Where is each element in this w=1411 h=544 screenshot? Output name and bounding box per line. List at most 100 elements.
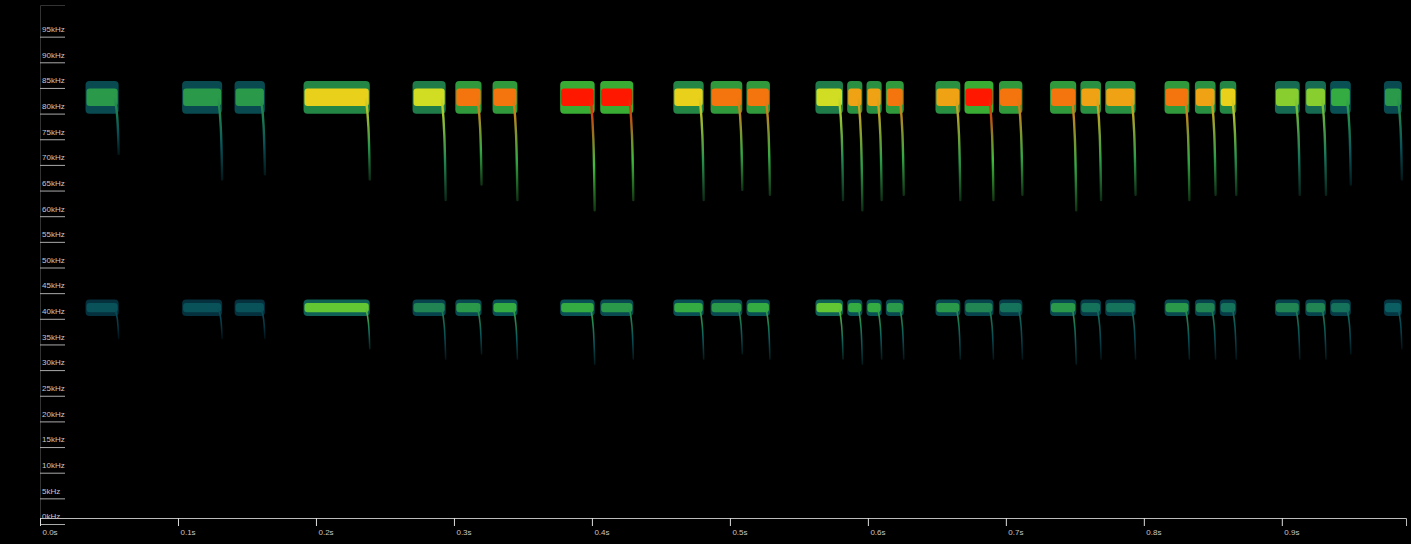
call-frequency-sweep <box>366 308 370 349</box>
call-constant-frequency <box>816 303 842 312</box>
call-constant-frequency <box>414 303 445 312</box>
call <box>866 81 881 200</box>
y-tick-label: 25kHz <box>42 384 65 393</box>
call <box>964 81 993 200</box>
spectrogram-chart: 0kHz5kHz10kHz15kHz20kHz25kHz30kHz35kHz40… <box>0 0 1411 544</box>
call <box>455 81 481 185</box>
call-frequency-sweep <box>738 308 742 354</box>
call <box>1105 299 1135 359</box>
call-frequency-sweep <box>1296 97 1300 194</box>
call-frequency-sweep <box>261 97 265 174</box>
call-frequency-sweep <box>591 308 595 364</box>
call <box>1220 81 1237 195</box>
x-tick-label: 0.3s <box>456 528 471 537</box>
call-constant-frequency <box>674 89 702 106</box>
call-constant-frequency <box>183 303 221 312</box>
y-axis-line <box>41 6 66 519</box>
x-tick: 0.9s <box>1282 518 1299 537</box>
call-frequency-sweep <box>839 97 843 200</box>
call <box>847 299 862 364</box>
call-frequency-sweep <box>1072 97 1076 210</box>
call <box>1050 299 1076 364</box>
y-tick-label: 85kHz <box>42 76 65 85</box>
call-constant-frequency <box>561 89 593 106</box>
call-frequency-sweep <box>1232 308 1236 359</box>
call-constant-frequency <box>965 303 992 312</box>
call-frequency-sweep <box>1212 97 1216 194</box>
call <box>560 299 594 364</box>
y-tick: 20kHz <box>40 410 65 422</box>
background <box>0 0 1411 544</box>
x-tick-label: 0.1s <box>180 528 195 537</box>
call <box>86 81 119 154</box>
y-tick: 40kHz <box>40 307 65 319</box>
call-frequency-sweep <box>900 308 904 359</box>
y-tick: 75kHz <box>40 128 65 140</box>
call-constant-frequency <box>414 89 445 106</box>
y-tick-underline <box>40 114 65 115</box>
y-tick-label: 95kHz <box>42 25 65 34</box>
call-frequency-sweep <box>989 97 993 200</box>
y-tick-underline <box>40 88 65 89</box>
y-tick-label: 40kHz <box>42 307 65 316</box>
call-glow <box>600 299 633 315</box>
y-tick-underline <box>40 293 65 294</box>
y-tick: 60kHz <box>40 205 65 217</box>
call <box>815 299 843 359</box>
y-tick-underline <box>40 191 65 192</box>
call-frequency-sweep <box>513 97 517 200</box>
call-constant-frequency <box>1106 303 1134 312</box>
call <box>304 299 370 348</box>
call-frequency-sweep <box>1212 308 1216 359</box>
call <box>866 299 881 359</box>
y-tick-label: 35kHz <box>42 333 65 342</box>
call-frequency-sweep <box>478 97 482 184</box>
call <box>815 81 843 200</box>
x-tick: 0.0s <box>41 518 58 537</box>
call <box>1195 299 1216 359</box>
y-tick: 15kHz <box>40 435 65 447</box>
call-glow <box>304 81 370 114</box>
call <box>493 81 518 200</box>
call <box>1165 299 1190 359</box>
call-frequency-sweep <box>878 97 882 200</box>
x-tick: 0.6s <box>868 518 885 537</box>
y-tick: 95kHz <box>40 25 65 37</box>
x-tick-mark <box>1006 518 1007 526</box>
x-tick-label: 0.8s <box>1146 528 1161 537</box>
call <box>1105 81 1135 195</box>
y-tick-underline <box>40 473 65 474</box>
call-frequency-sweep <box>766 97 770 194</box>
call-constant-frequency <box>712 303 742 312</box>
call-frequency-sweep <box>442 308 446 359</box>
call-frequency-sweep <box>989 308 993 359</box>
y-tick-underline <box>40 370 65 371</box>
call <box>1330 81 1351 185</box>
call-frequency-sweep <box>839 308 843 359</box>
call-frequency-sweep <box>591 97 595 210</box>
call-frequency-sweep <box>900 97 904 194</box>
call-frequency-sweep <box>218 97 222 179</box>
y-tick-underline <box>40 498 65 499</box>
call <box>1384 299 1402 348</box>
y-tick-underline <box>40 396 65 397</box>
y-tick: 10kHz <box>40 461 65 473</box>
y-tick-label: 0kHz <box>42 512 60 521</box>
x-tick: 0.2s <box>316 518 333 537</box>
x-tick-label: 0.4s <box>594 528 609 537</box>
x-tick: 0.7s <box>1006 518 1023 537</box>
call <box>886 299 904 359</box>
call-frequency-sweep <box>956 308 960 359</box>
y-tick-underline <box>40 524 65 525</box>
call-frequency-sweep <box>1232 97 1236 194</box>
y-tick-label: 5kHz <box>42 487 60 496</box>
call <box>886 81 904 195</box>
call-glow <box>86 299 119 315</box>
y-tick: 35kHz <box>40 333 65 345</box>
call-constant-frequency <box>183 89 221 106</box>
call-frequency-sweep <box>1347 97 1351 184</box>
call <box>413 299 446 359</box>
call <box>493 299 518 359</box>
call-constant-frequency <box>601 89 632 106</box>
call <box>935 299 960 359</box>
